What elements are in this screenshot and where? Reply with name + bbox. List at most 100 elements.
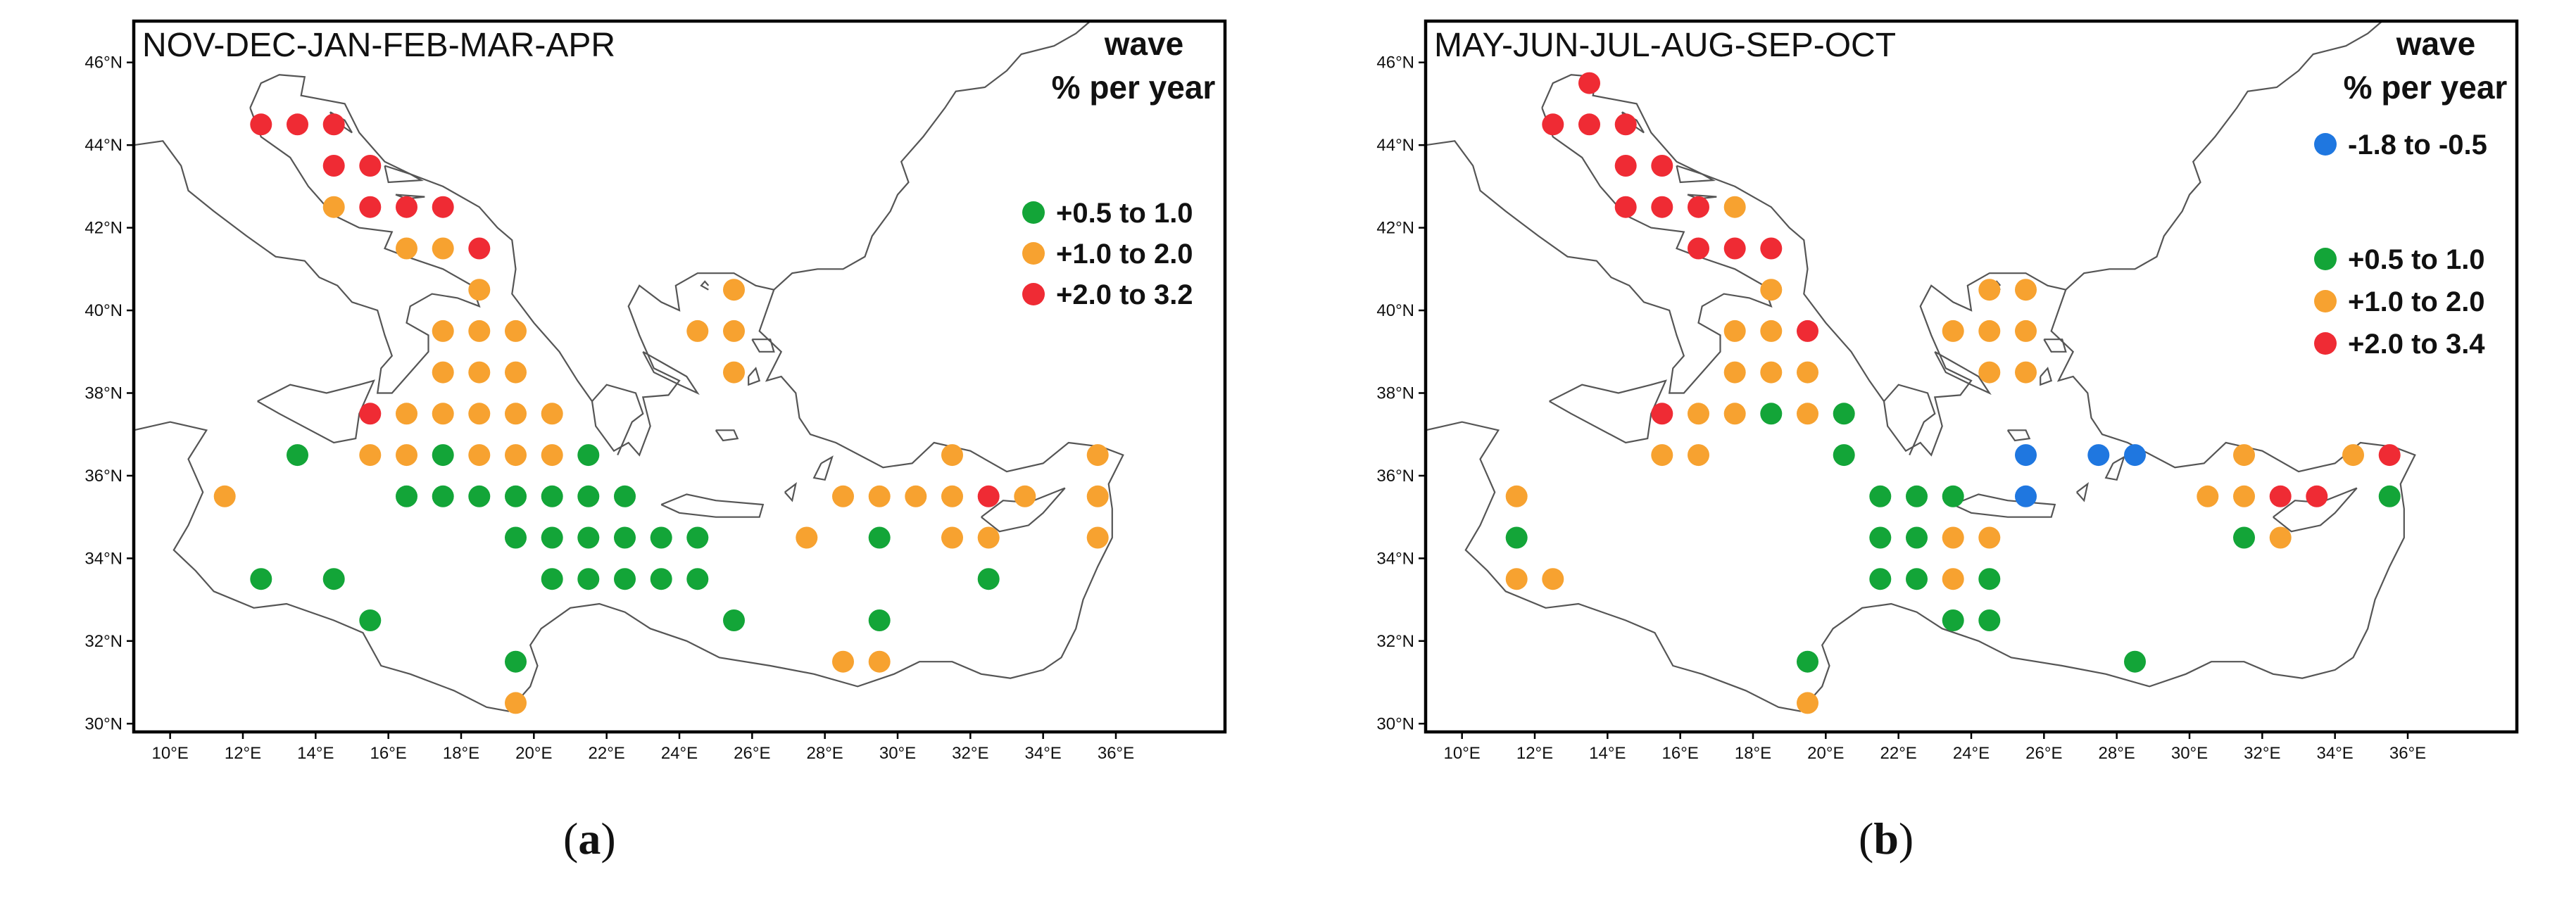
lat-tick-label: 46°N (84, 53, 122, 72)
trend-point (250, 568, 272, 590)
trend-point (213, 485, 236, 507)
lat-tick-label: 36°N (84, 467, 122, 486)
lat-tick-label: 30°N (1376, 714, 1414, 733)
coastline (981, 487, 1066, 533)
lat-tick-label: 40°N (1376, 301, 1414, 320)
coastline (642, 350, 700, 396)
trend-point (1086, 485, 1109, 507)
coastline (2006, 429, 2031, 442)
trend-point (432, 444, 454, 467)
lon-tick-label: 10°E (152, 744, 189, 763)
lon-tick-label: 12°E (1516, 744, 1553, 763)
trend-point (832, 650, 854, 673)
trend-point (1978, 361, 2001, 384)
legend-title-line2: % per year (1052, 69, 1216, 106)
coastline (784, 482, 798, 502)
trend-point (505, 403, 527, 425)
coastline (715, 429, 739, 442)
trend-point (868, 609, 891, 631)
trend-point (359, 444, 382, 467)
lon-tick-label: 16°E (1662, 744, 1699, 763)
trend-point (723, 609, 745, 631)
trend-point (2378, 485, 2401, 507)
trend-point (287, 113, 308, 136)
trend-point (2269, 526, 2292, 549)
trend-point (1797, 403, 1818, 425)
trend-point (1978, 526, 2001, 549)
trend-point (577, 444, 600, 467)
coastline (1952, 493, 2056, 518)
trend-point (1906, 568, 1928, 590)
lon-tick-label: 14°E (297, 744, 334, 763)
trend-point (1651, 403, 1673, 425)
trend-point (977, 568, 1000, 590)
map-a: 30°N 32°N 34°N 36°N 38°N 40°N 42°N 44°N 46°N 10°E… (84, 19, 1227, 763)
trend-point (505, 361, 527, 384)
trend-point (541, 444, 563, 467)
trend-point (941, 485, 963, 507)
trend-point (468, 237, 491, 260)
trend-point (468, 444, 491, 467)
legend-item: +1.0 to 2.0 (1022, 239, 1193, 270)
coastline-group (1425, 20, 2416, 712)
trend-point (250, 113, 272, 136)
trend-point (468, 320, 491, 342)
trend-point (1942, 526, 1964, 549)
trend-point (1978, 320, 2001, 342)
lon-tick-label: 24°E (1953, 744, 1990, 763)
lat-tick-label: 42°N (84, 219, 122, 238)
trend-point (1760, 237, 1783, 260)
trend-point (723, 361, 745, 384)
trend-point (468, 279, 491, 301)
legend-title-line1: wave (1104, 25, 1184, 62)
trend-point (1797, 320, 1818, 342)
trend-point (2233, 485, 2255, 507)
trend-point (1760, 279, 1783, 301)
lon-tick-label: 26°E (734, 744, 770, 763)
legend-item: -1.8 to -0.5 (2314, 129, 2487, 160)
legend-label: +2.0 to 3.4 (2348, 329, 2485, 360)
trend-point (1688, 403, 1709, 425)
coastline (1425, 289, 2416, 712)
trend-point (1978, 609, 2001, 631)
trend-point (541, 568, 563, 590)
lon-tick-label: 16°E (370, 744, 407, 763)
lon-tick-label: 36°E (1098, 744, 1134, 763)
lat-tick-label: 44°N (1376, 136, 1414, 155)
map-title: MAY-JUN-JUL-AUG-SEP-OCT (1434, 27, 1896, 64)
trend-point (396, 196, 417, 218)
trend-point (1014, 485, 1036, 507)
trend-point (505, 444, 527, 467)
lat-tick-label: 30°N (84, 714, 122, 733)
trend-point (396, 403, 417, 425)
trend-point (577, 526, 600, 549)
trend-point (1723, 361, 1746, 384)
lat-tick-label: 36°N (1376, 467, 1414, 486)
legend-label: +1.0 to 2.0 (1056, 239, 1193, 270)
coastline (133, 107, 481, 394)
trend-point (941, 444, 963, 467)
coastline (812, 455, 834, 481)
trend-point (541, 485, 563, 507)
trend-point (505, 650, 527, 673)
trend-point (1542, 113, 1564, 136)
lat-tick-label: 40°N (84, 301, 122, 320)
trend-point (1942, 568, 1964, 590)
trend-point (322, 196, 345, 218)
coastline (384, 165, 424, 184)
trend-point (1614, 113, 1637, 136)
coastline (1883, 384, 1936, 456)
trend-point (2015, 279, 2037, 301)
coastline (591, 384, 644, 456)
coastline (1934, 350, 1992, 396)
trend-point (541, 403, 563, 425)
legend-label: +1.0 to 2.0 (2348, 286, 2485, 317)
lon-tick-label: 24°E (661, 744, 698, 763)
lon-tick-label: 32°E (952, 744, 988, 763)
coastline (1425, 107, 1773, 394)
trend-point (1723, 320, 1746, 342)
trend-point (1086, 444, 1109, 467)
trend-point (2015, 320, 2037, 342)
trend-point (614, 568, 636, 590)
lat-tick-label: 46°N (1376, 53, 1414, 72)
